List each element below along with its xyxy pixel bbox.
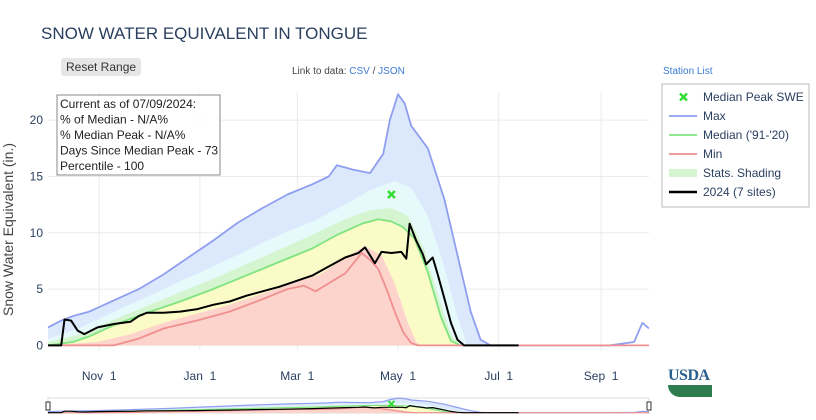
chart-title: SNOW WATER EQUIVALENT IN TONGUE	[41, 24, 368, 43]
data-links: Link to data: CSV / JSON	[292, 66, 405, 77]
reset-range-button[interactable]: Reset Range	[61, 58, 142, 76]
legend-item-peak: Median Peak SWE	[679, 90, 804, 104]
legend-item-median: Median ('91-'20)	[669, 128, 789, 142]
json-link[interactable]: JSON	[378, 66, 405, 77]
y-tick-label: 0	[36, 338, 43, 352]
x-tick-label: May 1	[380, 369, 416, 383]
info-box-line: Days Since Median Peak - 73	[60, 144, 218, 158]
legend-item-shade: Stats. Shading	[669, 166, 781, 180]
legend-label: Median Peak SWE	[703, 90, 804, 104]
legend-item-current: 2024 (7 sites)	[669, 185, 776, 199]
x-tick-label: Jul 1	[484, 369, 513, 383]
usda-logo-text: USDA	[668, 367, 710, 384]
legend-label: Min	[703, 147, 722, 161]
link-prefix: Link to data:	[292, 66, 350, 77]
csv-link[interactable]: CSV	[349, 66, 370, 77]
x-tick-label: Mar 1	[280, 369, 314, 383]
legend-box	[661, 83, 810, 208]
x-tick-label: Nov 1	[82, 369, 117, 383]
legend-label: 2024 (7 sites)	[703, 185, 776, 199]
current-year-line	[48, 222, 519, 347]
y-tick-label: 15	[30, 169, 44, 183]
info-box-line: % Median Peak - N/A%	[60, 128, 186, 142]
max-line	[47, 93, 650, 347]
y-tick-label: 20	[30, 113, 44, 127]
y-axis-label: Snow Water Equivalent (in.)	[0, 143, 16, 316]
usda-logo-wave	[668, 385, 712, 397]
info-box-line: % of Median - N/A%	[60, 113, 168, 127]
stats-shading-band	[48, 246, 422, 346]
usda-logo: USDA	[668, 368, 712, 398]
station-list-link[interactable]: Station List	[663, 66, 713, 77]
legend-item-max: Max	[669, 109, 726, 123]
info-box-line: Current as of 07/09/2024:	[60, 97, 196, 111]
legend-item-min: Min	[669, 147, 722, 161]
info-box	[56, 94, 221, 176]
legend-label: Max	[703, 109, 726, 123]
y-tick-label: 5	[36, 282, 43, 296]
info-box-line: Percentile - 100	[60, 159, 144, 173]
link-separator: /	[369, 66, 379, 77]
x-tick-label: Sep 1	[584, 369, 619, 383]
legend-marker	[679, 92, 688, 102]
median-peak-marker	[387, 190, 396, 199]
legend-label: Median ('91-'20)	[703, 128, 789, 142]
legend-swatch	[669, 169, 697, 177]
y-tick-label: 10	[30, 226, 44, 240]
range-handle-left[interactable]	[45, 401, 51, 411]
min-line	[48, 252, 649, 347]
x-tick-label: Jan 1	[184, 369, 217, 383]
range-handle-right[interactable]	[646, 401, 652, 411]
range-slider-current-year-line	[48, 404, 519, 414]
range-slider-min-line	[48, 406, 649, 414]
legend-label: Stats. Shading	[703, 166, 781, 180]
range-slider-peak	[387, 400, 396, 408]
